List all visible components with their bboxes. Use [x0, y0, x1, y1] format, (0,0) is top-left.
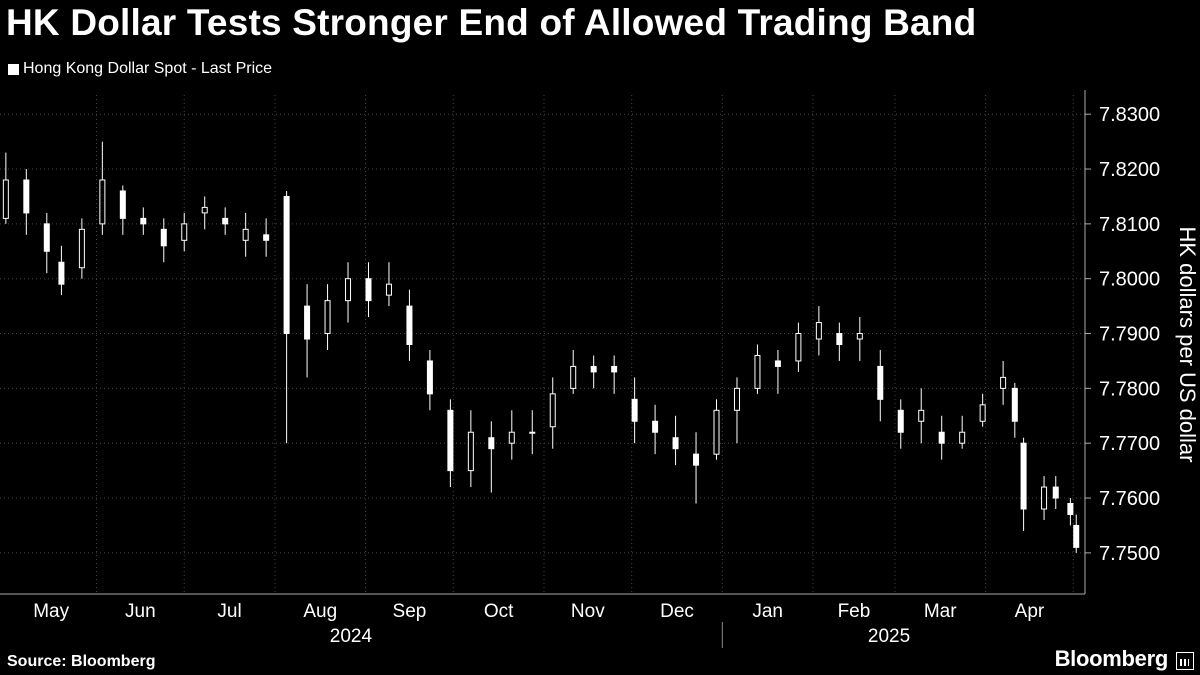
candle-body: [1000, 376, 1007, 389]
candle-body: [815, 322, 822, 340]
candle-body: [570, 365, 577, 389]
x-tick-label: Apr: [1015, 601, 1045, 622]
candle-body: [836, 333, 843, 345]
candle-body: [508, 431, 515, 444]
x-tick-label: Jul: [217, 601, 241, 622]
candle-body: [1041, 486, 1048, 510]
candle-body: [99, 179, 106, 225]
y-tick-label: 7.8100: [1099, 214, 1160, 236]
x-tick-label: Feb: [838, 601, 871, 622]
legend-label: Hong Kong Dollar Spot - Last Price: [23, 60, 273, 77]
candle-body: [78, 228, 85, 269]
candle-body: [43, 223, 50, 252]
x-tick-label: Jan: [752, 601, 783, 622]
candle-body: [795, 333, 802, 362]
candle-body: [693, 453, 700, 466]
x-tick-label: Mar: [924, 601, 957, 622]
y-tick-label: 7.7700: [1099, 433, 1160, 455]
candle-body: [201, 206, 208, 214]
candle-body: [23, 179, 30, 214]
candle-body: [488, 437, 495, 450]
candle-body: [774, 360, 781, 367]
candle-body: [406, 305, 413, 346]
candle-body: [1067, 503, 1074, 515]
candle-body: [263, 234, 270, 241]
y-tick-label: 7.7600: [1099, 488, 1160, 510]
candle-body: [2, 179, 9, 219]
x-tick-label: Jun: [125, 601, 156, 622]
chart-title: HK Dollar Tests Stronger End of Allowed …: [6, 2, 977, 43]
candle-body: [549, 393, 556, 428]
y-tick-label: 7.7800: [1099, 378, 1160, 400]
candle-body: [242, 228, 249, 241]
candle-body: [631, 398, 638, 422]
candle-body: [467, 431, 474, 472]
candle-body: [856, 333, 863, 340]
candle-body: [345, 278, 352, 302]
legend-swatch: [8, 63, 19, 75]
candle-body: [713, 409, 720, 455]
candle-body: [652, 420, 659, 433]
candle-body: [447, 409, 454, 472]
bloomberg-terminal-icon: [1176, 652, 1194, 670]
x-tick-label: Sep: [393, 601, 427, 622]
candle-body: [58, 261, 65, 285]
candle-body: [672, 437, 679, 450]
candle-body: [1020, 442, 1027, 510]
candle-body: [1011, 387, 1018, 422]
x-tick-label: Oct: [484, 601, 514, 622]
candle-body: [897, 409, 904, 433]
candle-body: [365, 278, 372, 302]
y-tick-label: 7.8300: [1099, 104, 1160, 126]
candle-body: [283, 195, 290, 335]
x-tick-label: May: [33, 601, 69, 622]
candle-body: [324, 300, 331, 335]
y-tick-label: 7.7500: [1099, 543, 1160, 565]
x-tick-label: Aug: [303, 601, 337, 622]
y-axis-title: HK dollars per US dollar: [1175, 227, 1200, 463]
candle-body: [959, 431, 966, 444]
candle-body: [733, 387, 740, 411]
candle-body: [877, 365, 884, 400]
candle-body: [222, 217, 229, 225]
x-tick-label: Nov: [571, 601, 605, 622]
x-year-label: 2025: [868, 626, 910, 647]
candle-body: [979, 404, 986, 422]
legend: Hong Kong Dollar Spot - Last Price: [8, 60, 272, 78]
candle-body: [385, 283, 392, 296]
candle-body: [918, 409, 925, 422]
candle-body: [611, 365, 618, 373]
y-tick-label: 7.8200: [1099, 159, 1160, 181]
candle-body: [938, 431, 945, 444]
brand-logo: Bloomberg: [1054, 646, 1169, 671]
candle-body: [181, 223, 188, 241]
y-tick-label: 7.8000: [1099, 269, 1160, 291]
candle-body: [590, 365, 597, 373]
candle-body: [754, 354, 761, 389]
x-year-label: 2024: [330, 626, 373, 647]
candle-body: [529, 431, 536, 434]
candle-body: [426, 360, 433, 395]
candle-body: [1052, 486, 1059, 499]
source-note: Source: Bloomberg: [7, 653, 156, 670]
candle-body: [1073, 524, 1080, 548]
candle-body: [140, 217, 147, 225]
y-tick-label: 7.7900: [1099, 324, 1160, 346]
x-tick-label: Dec: [660, 601, 694, 622]
candle-body: [304, 305, 311, 340]
candle-body: [160, 228, 167, 247]
candle-body: [119, 190, 126, 219]
